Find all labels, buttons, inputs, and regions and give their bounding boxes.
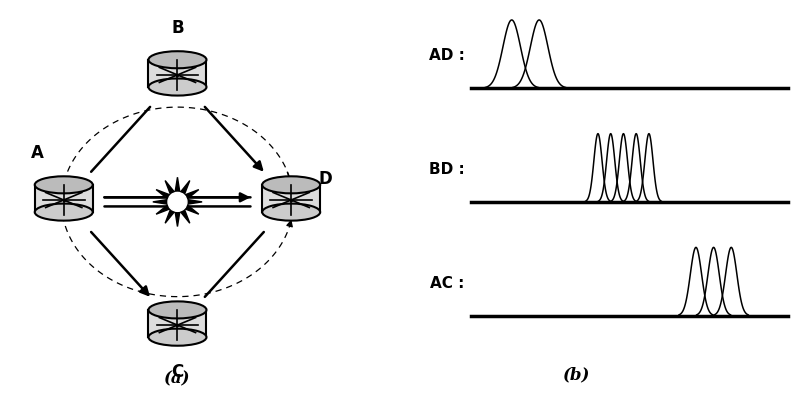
Ellipse shape <box>262 204 320 221</box>
Text: A: A <box>30 144 44 162</box>
Polygon shape <box>262 185 320 212</box>
Text: B: B <box>171 19 184 37</box>
Text: BD :: BD : <box>429 162 465 177</box>
Polygon shape <box>153 177 202 227</box>
Text: (a): (a) <box>164 371 190 388</box>
Text: D: D <box>318 170 332 188</box>
Polygon shape <box>149 310 206 337</box>
Polygon shape <box>34 185 93 212</box>
Ellipse shape <box>149 329 206 346</box>
Polygon shape <box>168 193 187 211</box>
Text: AD :: AD : <box>429 49 465 63</box>
Ellipse shape <box>262 176 320 193</box>
Text: (b): (b) <box>562 367 590 384</box>
Ellipse shape <box>34 204 93 221</box>
Ellipse shape <box>34 176 93 193</box>
Polygon shape <box>149 60 206 87</box>
Circle shape <box>168 192 187 211</box>
Text: C: C <box>171 363 183 382</box>
Text: AC :: AC : <box>430 276 464 291</box>
Ellipse shape <box>149 51 206 68</box>
Ellipse shape <box>149 302 206 318</box>
Ellipse shape <box>149 79 206 96</box>
